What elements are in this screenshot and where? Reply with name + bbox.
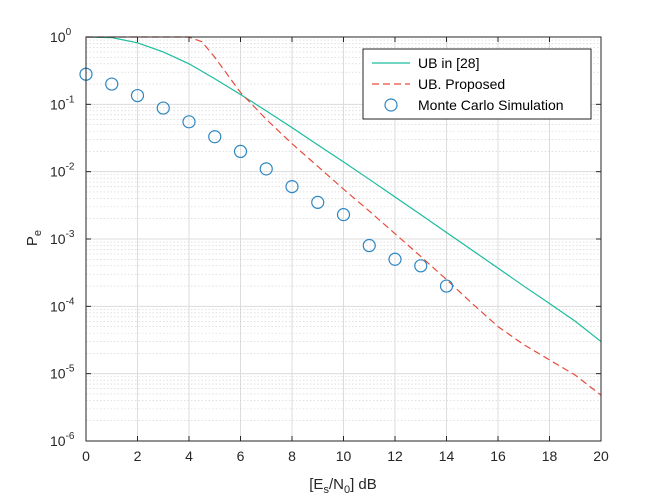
- montecarlo-point: [336, 208, 351, 222]
- legend: UB in [28] UB. Proposed Monte Carlo Simu…: [362, 48, 592, 120]
- montecarlo-point: [182, 115, 196, 129]
- x-tick-label: 4: [185, 448, 193, 464]
- x-tick-label: 20: [593, 448, 609, 464]
- montecarlo-point: [362, 238, 376, 253]
- legend-label-montecarlo: Monte Carlo Simulation: [418, 97, 564, 113]
- legend-label-proposed: UB. Proposed: [418, 76, 505, 92]
- montecarlo-point: [439, 279, 454, 293]
- y-axis-label: Pe: [24, 230, 44, 246]
- x-tick-label: 18: [542, 448, 558, 464]
- series-line-ub28: [85, 36, 602, 343]
- montecarlo-point: [414, 259, 428, 273]
- x-tick-labels: 0 2 4 6 8 10 12 14 16 18 20: [82, 448, 609, 464]
- x-tick-label: 14: [439, 448, 455, 464]
- y-tick-label: 10-6: [50, 431, 75, 449]
- x-tick-label: 12: [387, 448, 403, 464]
- montecarlo-point: [388, 252, 402, 266]
- axes: [85, 36, 602, 442]
- y-tick-label: 10-4: [50, 296, 75, 314]
- x-tick-label: 2: [134, 448, 142, 464]
- y-tick-label: 10-2: [50, 162, 75, 180]
- x-axis-label: [Es/N0] dB: [309, 476, 377, 496]
- montecarlo-point: [208, 130, 222, 144]
- montecarlo-point: [233, 144, 248, 158]
- x-tick-label: 8: [288, 448, 296, 464]
- x-tick-label: 10: [336, 448, 352, 464]
- montecarlo-point: [156, 101, 170, 115]
- legend-label-ub28: UB in [28]: [418, 55, 479, 71]
- y-tick-labels: 10-6 10-5 10-4 10-3 10-2 10-1 100: [50, 27, 75, 449]
- montecarlo-point: [311, 195, 325, 209]
- x-tick-label: 16: [490, 448, 506, 464]
- x-tick-label: 0: [82, 448, 90, 464]
- y-tick-label: 10-1: [50, 94, 75, 112]
- montecarlo-point: [285, 180, 299, 194]
- legend-swatch-montecarlo: [384, 98, 398, 112]
- montecarlo-point: [130, 88, 145, 103]
- x-tick-label: 6: [237, 448, 245, 464]
- y-tick-label: 100: [50, 27, 72, 45]
- y-tick-label: 10-3: [50, 229, 75, 247]
- y-tick-label: 10-5: [50, 364, 75, 382]
- montecarlo-point: [259, 162, 273, 176]
- montecarlo-point: [105, 77, 119, 91]
